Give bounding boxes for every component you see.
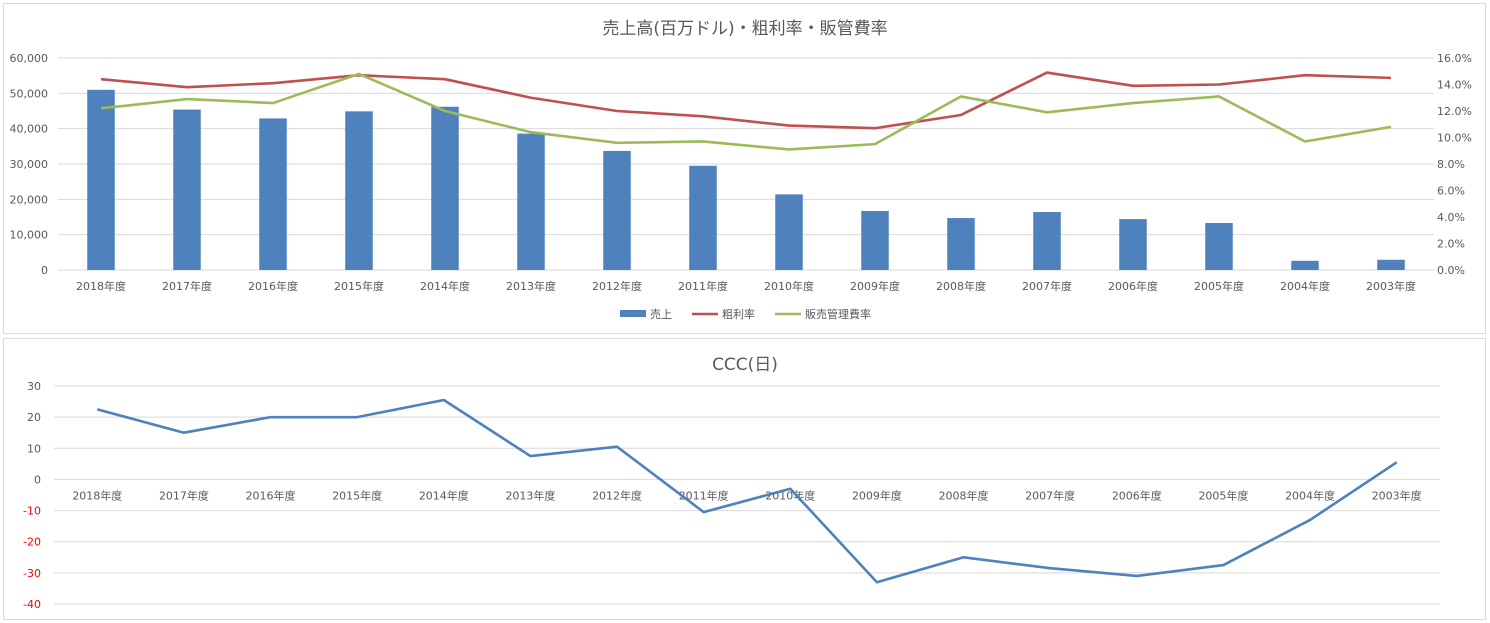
line-ccc (96, 398, 1398, 584)
y-left-tick-label: 50,000 (10, 87, 49, 100)
y-left-tick-label: 30,000 (10, 158, 49, 171)
y-right-tick-label: 12.0% (1437, 105, 1472, 118)
bar-sales (861, 210, 889, 270)
ccc-chart-panel: CCC(日) -40 -30 -20 -10 0 10 20 30 2018年度 2017年度 201… (3, 338, 1486, 620)
y-right-tick-label: 2.0% (1437, 238, 1465, 251)
legend-label: 粗利率 (722, 307, 755, 321)
legend-label: 売上 (650, 308, 672, 321)
bar-sales (1377, 259, 1405, 270)
x-tick-label: 2011年度 (679, 488, 729, 502)
x-tick-label: 2013年度 (506, 279, 556, 293)
x-tick-label: 2010年度 (764, 279, 814, 293)
y-right-tick-label: 4.0% (1437, 211, 1465, 224)
bar-sales (603, 150, 631, 270)
y-right-tick-label: 14.0% (1437, 79, 1472, 92)
x-tick-label: 2009年度 (850, 279, 900, 293)
bar-sales (431, 106, 459, 270)
bar-sales (1291, 260, 1319, 270)
y-tick-label: -10 (23, 505, 41, 518)
x-tick-label: 2005年度 (1198, 488, 1248, 502)
x-tick-label: 2004年度 (1285, 488, 1335, 502)
legend-swatch-sales (620, 310, 646, 317)
y-right-tick-label: 8.0% (1437, 158, 1465, 171)
y-tick-label: 30 (27, 380, 41, 393)
y-right-tick-label: 6.0% (1437, 185, 1465, 198)
x-tick-label: 2005年度 (1194, 279, 1244, 293)
x-tick-label: 2017年度 (159, 488, 209, 502)
x-tick-label: 2004年度 (1280, 279, 1330, 293)
line-sga-ratio (100, 72, 1392, 151)
y-left-tick-label: 60,000 (10, 52, 49, 65)
x-tick-label: 2016年度 (246, 488, 296, 502)
x-tick-label: 2013年度 (505, 488, 555, 502)
x-tick-label: 2008年度 (936, 279, 986, 293)
x-tick-label: 2006年度 (1108, 279, 1158, 293)
sales-margin-chart-panel: 売上高(百万ドル)・粗利率・販管費率 0 10,000 20,000 30,000 40,… (3, 3, 1486, 334)
x-tick-label: 2007年度 (1022, 279, 1072, 293)
y-left-tick-label: 0 (41, 264, 48, 277)
legend-label: 販売管理費率 (805, 307, 871, 321)
y-right-tick-label: 16.0% (1437, 52, 1472, 65)
chart-title: CCC(日) (712, 355, 778, 375)
y-tick-label: -40 (23, 598, 41, 611)
bar-sales (1119, 219, 1147, 270)
bar-sales (345, 111, 373, 270)
x-tick-label: 2014年度 (419, 488, 469, 502)
x-tick-label: 2006年度 (1112, 488, 1162, 502)
bar-sales (1033, 212, 1061, 270)
y-right-tick-label: 0.0% (1437, 264, 1465, 277)
bar-sales (173, 109, 201, 270)
x-tick-label: 2003年度 (1372, 488, 1422, 502)
chart-title: 売上高(百万ドル)・粗利率・販管費率 (602, 19, 887, 39)
x-tick-label: 2008年度 (939, 488, 989, 502)
bar-sales (947, 218, 975, 270)
y-tick-label: 0 (34, 473, 41, 486)
y-right-tick-label: 10.0% (1437, 132, 1472, 145)
x-tick-label: 2009年度 (852, 488, 902, 502)
x-tick-label: 2003年度 (1366, 279, 1416, 293)
x-tick-label: 2007年度 (1025, 488, 1075, 502)
line-gross-margin (100, 71, 1392, 130)
x-tick-label: 2015年度 (334, 279, 384, 293)
bar-sales (689, 165, 717, 270)
bar-sales (517, 133, 545, 270)
x-tick-label: 2011年度 (678, 279, 728, 293)
x-tick-label: 2016年度 (248, 279, 298, 293)
y-tick-label: -20 (23, 536, 41, 549)
y-left-tick-label: 20,000 (10, 193, 49, 206)
bar-sales (87, 89, 115, 270)
y-tick-label: 20 (27, 411, 41, 424)
bar-sales (259, 118, 287, 270)
y-tick-label: -30 (23, 567, 41, 580)
x-tick-label: 2018年度 (72, 488, 122, 502)
x-tick-label: 2018年度 (76, 279, 126, 293)
bar-sales (775, 194, 803, 270)
x-tick-label: 2014年度 (420, 279, 470, 293)
y-left-tick-label: 40,000 (10, 123, 49, 136)
x-tick-label: 2017年度 (162, 279, 212, 293)
bar-sales (1205, 223, 1233, 270)
sales-margin-chart: 売上高(百万ドル)・粗利率・販管費率 0 10,000 20,000 30,000 40,… (10, 19, 1472, 321)
ccc-chart: CCC(日) -40 -30 -20 -10 0 10 20 30 2018年度 2017年度 201… (23, 355, 1440, 611)
y-left-tick-label: 10,000 (10, 229, 49, 242)
y-tick-label: 10 (27, 442, 41, 455)
x-tick-label: 2015年度 (332, 488, 382, 502)
x-tick-label: 2012年度 (592, 488, 642, 502)
x-tick-label: 2012年度 (592, 279, 642, 293)
